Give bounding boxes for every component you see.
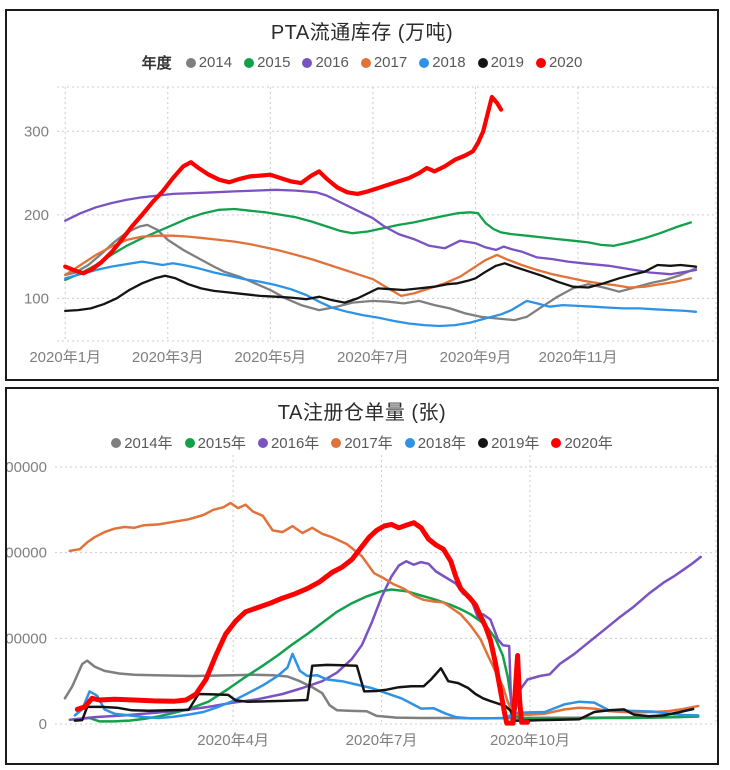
legend-item-label: 2016 [315, 54, 349, 71]
legend-dot-icon [184, 437, 195, 448]
legend-item-label: 2015年 [197, 435, 246, 452]
series-lines [63, 94, 698, 328]
ta-receipts-chart-panel: TA注册仓单量 (张) 2014年 2015年 2016年 2017年 2018年 201… [5, 387, 719, 765]
y-axis-tick-label: 300 [24, 123, 49, 140]
legend-item-2020[interactable]: 2020 [535, 54, 583, 71]
legend-item-2020年[interactable]: 2020年 [551, 432, 613, 453]
x-axis-tick-label: 2020年9月 [440, 349, 512, 366]
legend-dot-icon [244, 57, 255, 68]
y-axis-tick-label: 200000 [7, 545, 47, 562]
series-line-2017年 [68, 501, 700, 717]
legend-dot-icon [477, 57, 488, 68]
legend-item-label: 2017年 [344, 435, 393, 452]
x-axis-tick-label: 2020年7月 [346, 732, 418, 749]
legend-item-2015[interactable]: 2015 [244, 54, 290, 71]
legend-item-2019[interactable]: 2019 [477, 54, 524, 71]
legend-item-2014[interactable]: 2014 [185, 54, 233, 71]
legend-dot-icon [302, 57, 313, 68]
legend-item-2016[interactable]: 2016 [302, 54, 349, 71]
legend-item-2015年[interactable]: 2015年 [184, 432, 246, 453]
legend-dot-icon [535, 57, 546, 68]
legend-dot-icon [111, 437, 122, 448]
pta-inventory-legend: 年度 2014 2015 2016 2017 2018 2019 2020 [7, 52, 717, 73]
y-axis-tick-label: 300000 [7, 459, 47, 476]
legend-item-label: 2018年 [417, 435, 467, 452]
legend-dot-icon [478, 437, 489, 448]
legend-dot-icon [257, 437, 268, 448]
ta-receipts-legend: 2014年 2015年 2016年 2017年 2018年 2019年 2020年 [7, 432, 717, 453]
gridlines [57, 86, 717, 342]
series-line-2018年 [73, 652, 700, 720]
series-line-2014 [64, 223, 698, 322]
series-line-2015 [64, 207, 693, 282]
y-axis-tick-label: 100 [24, 290, 49, 307]
series-line-2015年 [78, 588, 700, 723]
legend-dot-icon [360, 57, 371, 68]
legend-item-label: 2016年 [270, 435, 320, 452]
legend-item-2018年[interactable]: 2018年 [404, 432, 467, 453]
series-line-2019 [64, 262, 698, 313]
legend-item-2016年[interactable]: 2016年 [257, 432, 320, 453]
y-axis-tick-label: 0 [39, 716, 47, 733]
legend-item-label: 2020年 [564, 435, 613, 452]
legend-item-label: 2020 [548, 54, 583, 71]
x-axis-tick-label: 2020年10月 [490, 732, 570, 749]
legend-title-year: 年度 [141, 55, 172, 72]
legend-item-label: 2014 [198, 54, 233, 71]
legend-dot-icon [331, 437, 342, 448]
x-axis-tick-label: 2020年4月 [197, 732, 269, 749]
x-axis-tick-label: 2020年3月 [132, 349, 204, 366]
legend-item-2017[interactable]: 2017 [360, 54, 408, 71]
ta-receipts-line-chart: 0 100000 200000 300000 2020年4月 2020年7月 2020年10… [7, 455, 717, 749]
pta-inventory-chart-panel: PTA流通库存 (万吨) 年度 2014 2015 2016 2017 2018 2019… [5, 9, 719, 381]
x-axis-tick-label: 2020年5月 [234, 349, 306, 366]
legend-dot-icon [551, 437, 562, 448]
legend-item-2019年[interactable]: 2019年 [478, 432, 539, 453]
series-lines [63, 501, 702, 726]
legend-item-label: 2019 [490, 54, 524, 71]
pta-inventory-chart-title: PTA流通库存 (万吨) [270, 22, 454, 44]
legend-item-label: 2014年 [124, 435, 173, 452]
legend-item-label: 2019年 [491, 435, 540, 452]
y-axis-tick-label: 200 [24, 207, 49, 224]
series-line-2016 [64, 188, 698, 276]
legend-item-label: 2015 [257, 54, 291, 71]
legend-dot-icon [185, 57, 196, 68]
series-line-2020 [63, 94, 504, 276]
series-line-2019年 [73, 663, 695, 722]
pta-inventory-line-chart: 100 200 300 2020年1月 2020年3月 2020年5月 2020年7月 202… [24, 86, 717, 366]
legend-item-2017年[interactable]: 2017年 [331, 432, 393, 453]
legend-item-label: 2017 [373, 54, 408, 71]
series-line-2020年 [74, 520, 530, 726]
x-axis-tick-label: 2020年11月 [539, 349, 618, 366]
legend-item-2014年[interactable]: 2014年 [111, 432, 173, 453]
x-axis-tick-label: 2020年1月 [29, 349, 101, 366]
ta-receipts-chart-title: TA注册仓单量 (张) [277, 402, 447, 424]
legend-item-2018[interactable]: 2018 [419, 54, 466, 71]
x-axis-tick-label: 2020年7月 [337, 349, 409, 366]
y-axis-tick-label: 100000 [7, 630, 47, 647]
legend-dot-icon [404, 437, 415, 448]
legend-dot-icon [419, 57, 430, 68]
legend-item-label: 2018 [432, 54, 466, 71]
series-line-2016年 [68, 555, 702, 724]
series-line-2018 [64, 260, 698, 328]
gridlines [55, 455, 717, 725]
